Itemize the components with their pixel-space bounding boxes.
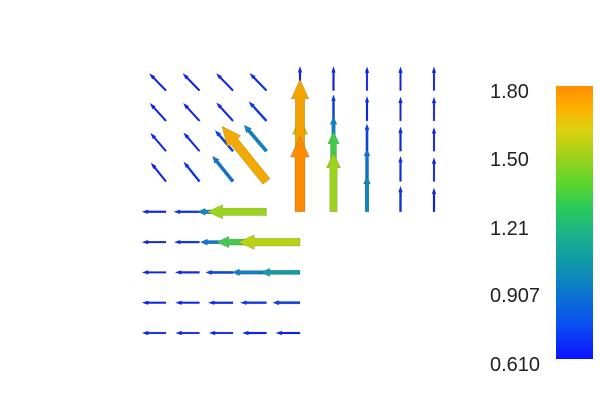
colorbar-tick-label: 1.80 xyxy=(490,81,529,103)
vector-arrow xyxy=(150,162,168,183)
vector-arrow xyxy=(183,161,201,183)
colorbar-tick-label: 1.50 xyxy=(490,149,529,171)
vector-arrow xyxy=(231,268,267,277)
vector-arrow xyxy=(141,209,167,215)
vector-arrow xyxy=(141,270,167,275)
vector-arrow xyxy=(207,300,234,306)
vector-arrow xyxy=(183,132,201,153)
vector-arrow xyxy=(260,267,301,277)
vector-arrow xyxy=(173,209,200,215)
vector-arrow xyxy=(215,72,235,92)
vector-arrow xyxy=(182,102,201,122)
vector-arrow xyxy=(331,65,336,91)
vector-arrow xyxy=(431,156,437,182)
vector-arrow xyxy=(290,135,310,213)
vector-arrow xyxy=(431,187,437,213)
vector-arrow xyxy=(148,72,168,92)
vector-arrow xyxy=(149,132,168,153)
colorbar-tick-label: 0.610 xyxy=(490,354,541,376)
vector-arrow xyxy=(275,330,301,336)
vector-arrow xyxy=(431,96,437,122)
vector-arrow xyxy=(364,65,370,91)
vector-arrow xyxy=(290,78,310,152)
vector-arrow xyxy=(363,175,371,213)
vector-arrow xyxy=(215,102,235,122)
vector-arrow xyxy=(398,126,403,152)
vector-arrow xyxy=(241,330,267,336)
vector-arrow xyxy=(141,300,167,306)
colorbar-tick-label: 1.21 xyxy=(490,218,529,240)
vector-arrow xyxy=(221,125,271,185)
vector-arrow xyxy=(174,300,200,306)
vector-arrow xyxy=(272,300,301,306)
vector-arrow xyxy=(174,270,200,275)
vector-arrow xyxy=(149,102,168,122)
vector-arrow xyxy=(431,126,437,152)
vector-arrow xyxy=(243,124,269,153)
vector-arrow xyxy=(398,185,403,213)
vector-arrow xyxy=(249,72,268,92)
vector-arrow xyxy=(364,95,370,122)
vector-arrow xyxy=(364,123,370,152)
vector-arrow xyxy=(398,155,403,182)
vector-arrow xyxy=(431,66,437,91)
vector-arrow xyxy=(398,66,403,91)
vector-arrow xyxy=(363,148,371,182)
vector-arrow xyxy=(214,129,235,153)
colorbar xyxy=(556,86,593,359)
vector-arrow xyxy=(206,204,267,220)
vector-arrow xyxy=(398,96,403,122)
vector-arrow xyxy=(141,330,167,336)
colorbar-tick-label: 0.907 xyxy=(490,285,541,307)
vector-arrow xyxy=(331,94,336,122)
vector-arrow xyxy=(173,239,200,245)
vector-arrow xyxy=(212,155,235,183)
vector-arrow xyxy=(248,101,268,123)
vector-arrow xyxy=(237,234,301,250)
vector-arrow xyxy=(141,239,167,245)
vector-arrow xyxy=(174,330,200,336)
vector-arrow xyxy=(326,151,341,213)
vector-arrow xyxy=(208,330,234,336)
vector-arrow xyxy=(182,72,201,92)
vector-arrow xyxy=(239,300,267,306)
arrow-group xyxy=(141,65,437,336)
vector-arrow xyxy=(205,269,234,276)
